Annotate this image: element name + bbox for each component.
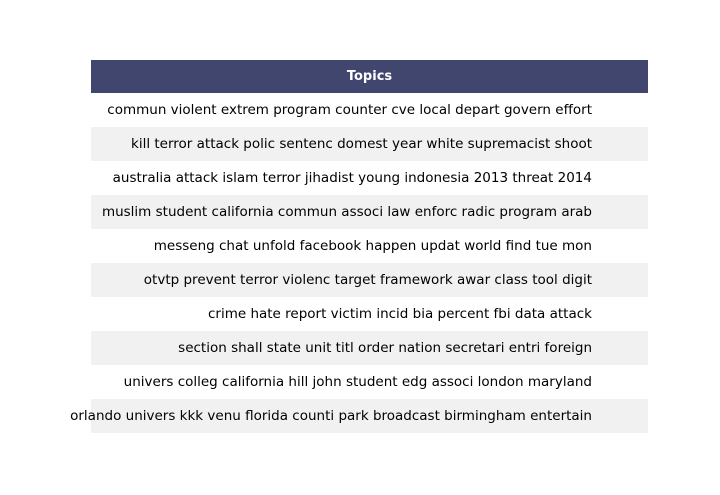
topic-cell: australia attack islam terror jihadist y… [112, 170, 592, 186]
table-row: crime hate report victim incid bia perce… [91, 297, 648, 331]
topic-cell: univers colleg california hill john stud… [123, 374, 592, 390]
topic-cell: otvtp prevent terror violenc target fram… [143, 272, 592, 288]
table-body: commun violent extrem program counter cv… [70, 93, 648, 433]
table-row: messeng chat unfold facebook happen upda… [91, 229, 648, 263]
table-row: univers colleg california hill john stud… [91, 365, 648, 399]
table-row: australia attack islam terror jihadist y… [91, 161, 648, 195]
topic-cell: commun violent extrem program counter cv… [107, 102, 592, 118]
table-row: commun violent extrem program counter cv… [91, 93, 648, 127]
table-row: kill terror attack polic sentenc domest … [91, 127, 648, 161]
table-row: otvtp prevent terror violenc target fram… [91, 263, 648, 297]
topic-cell: muslim student california commun associ … [101, 204, 592, 220]
table-row: section shall state unit titl order nati… [91, 331, 648, 365]
topic-cell: kill terror attack polic sentenc domest … [131, 136, 592, 152]
column-header-topics: Topics [91, 60, 648, 93]
topic-cell: section shall state unit titl order nati… [178, 340, 592, 356]
topics-table: Topics commun violent extrem program cou… [70, 60, 648, 433]
table-row: orlando univers kkk venu florida counti … [70, 399, 648, 433]
table-row: muslim student california commun associ … [91, 195, 648, 229]
topic-cell: orlando univers kkk venu florida counti … [70, 408, 592, 424]
topic-cell: crime hate report victim incid bia perce… [207, 306, 592, 322]
topic-cell: messeng chat unfold facebook happen upda… [153, 238, 592, 254]
